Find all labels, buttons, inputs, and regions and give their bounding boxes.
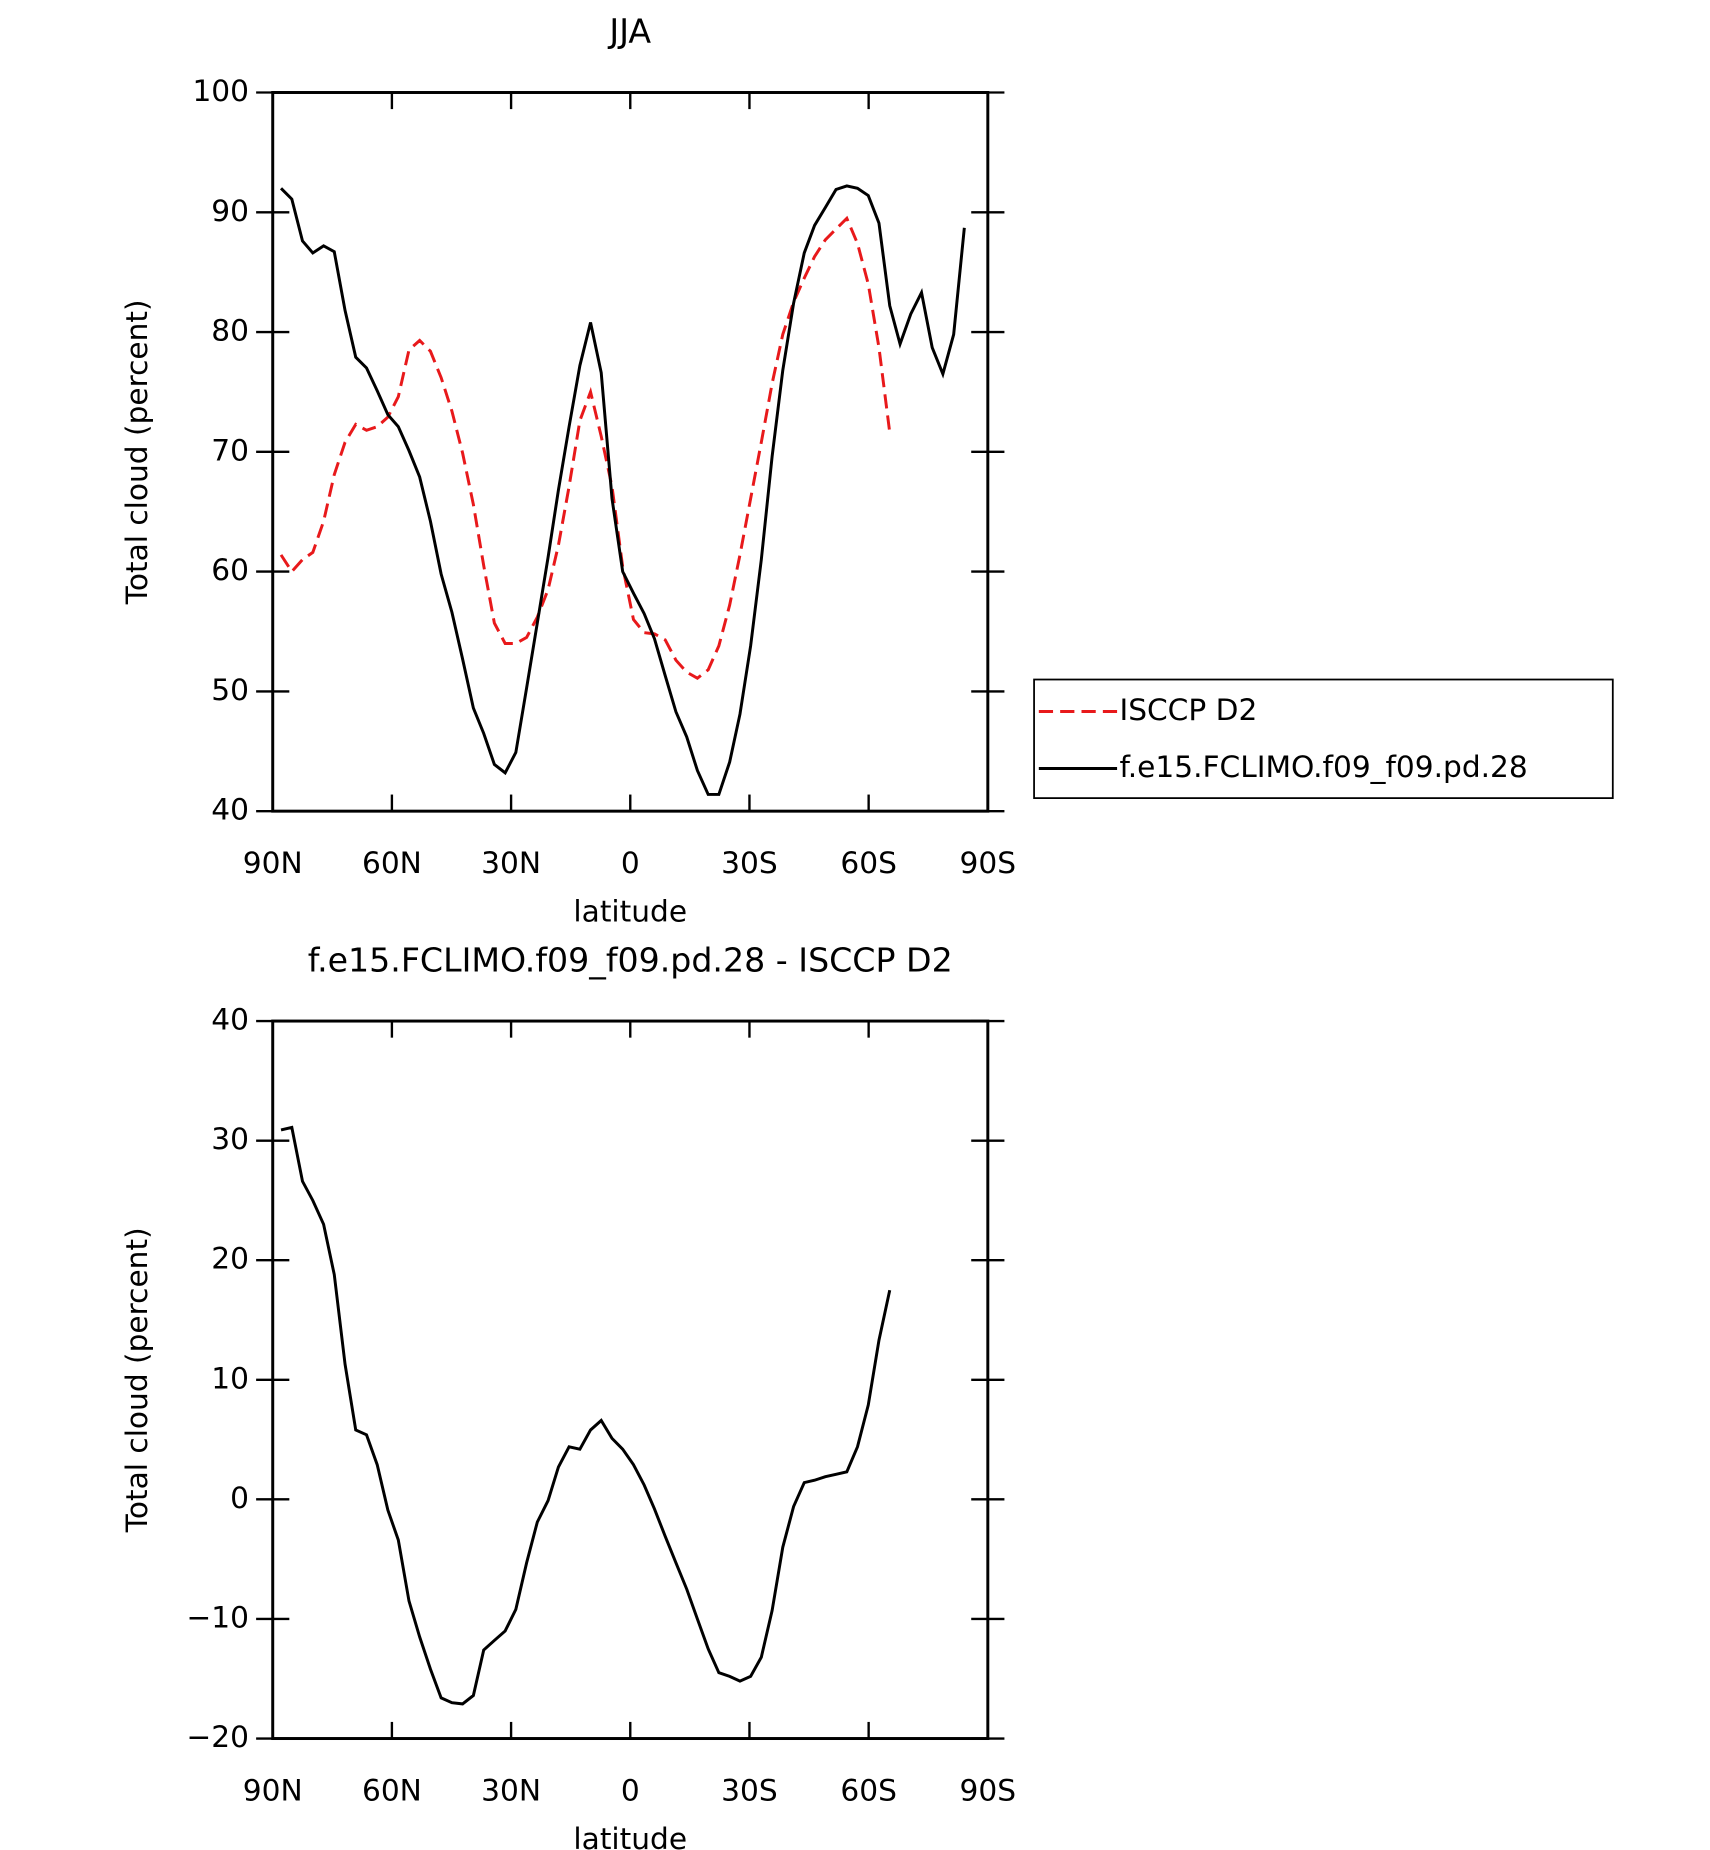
x-tick-label: 30S [721,845,778,880]
legend-label: ISCCP D2 [1119,692,1257,727]
legend-box [1033,678,1614,799]
y-tick-label: 0 [230,1480,249,1515]
x-tick-label: 0 [621,1772,640,1807]
data-line [279,215,892,680]
x-tick-label: 30N [481,1772,541,1807]
x-tick-label: 60S [840,845,897,880]
y-tick-label: 70 [211,432,249,467]
y-tick-label: 10 [211,1360,249,1395]
y-tick-label: −20 [186,1719,249,1754]
plot-frame [271,1019,990,1741]
y-tick-label: 100 [192,73,249,108]
legend-label: f.e15.FCLIMO.f09_f09.pd.28 [1119,749,1527,784]
plot-frame [271,91,990,813]
data-line [280,1125,892,1706]
x-tick-label: 60N [362,845,422,880]
chart-title: JJA [607,12,651,51]
x-axis-label: latitude [573,894,687,929]
x-tick-label: 60S [840,1772,897,1807]
x-tick-label: 90N [243,1772,303,1807]
y-axis-label: Total cloud (percent) [119,1227,154,1533]
y-axis-label: Total cloud (percent) [119,299,154,605]
y-tick-label: 30 [211,1121,249,1156]
x-tick-label: 30N [481,845,541,880]
x-tick-label: 30S [721,1772,778,1807]
x-tick-label: 0 [621,845,640,880]
y-tick-label: −10 [186,1599,249,1634]
x-tick-label: 90S [960,1772,1017,1807]
data-line [279,184,966,796]
y-tick-label: 40 [211,1002,249,1037]
chart-title: f.e15.FCLIMO.f09_f09.pd.28 - ISCCP D2 [308,940,953,979]
y-tick-label: 50 [211,672,249,707]
x-tick-label: 90N [243,845,303,880]
x-tick-label: 90S [960,845,1017,880]
y-tick-label: 20 [211,1241,249,1276]
x-tick-label: 60N [362,1772,422,1807]
y-tick-label: 60 [211,552,249,587]
y-tick-label: 40 [211,792,249,827]
legend: ISCCP D2 f.e15.FCLIMO.f09_f09.pd.28 [1033,678,1614,799]
y-tick-label: 90 [211,193,249,228]
y-tick-label: 80 [211,313,249,348]
x-axis-label: latitude [573,1821,687,1850]
